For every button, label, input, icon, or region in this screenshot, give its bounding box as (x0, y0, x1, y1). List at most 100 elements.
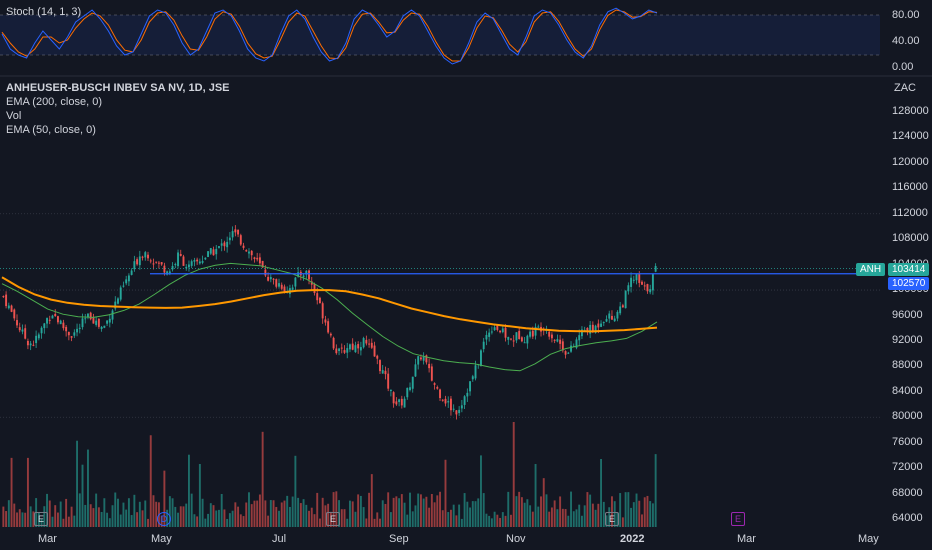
volume-bar (18, 509, 21, 527)
candle-body (471, 376, 474, 380)
candle-body (449, 398, 452, 411)
candle-body (430, 366, 433, 381)
volume-bar (365, 518, 368, 527)
dividend-event-icon[interactable]: D (157, 512, 171, 526)
volume-bar (117, 498, 119, 527)
candle-body (630, 277, 633, 287)
candle-body (349, 344, 351, 350)
candle-body (155, 261, 158, 263)
volume-bar (471, 501, 474, 527)
earnings-event-icon[interactable]: E (605, 512, 619, 526)
volume-bar (523, 502, 526, 527)
volume-bar (283, 500, 286, 527)
currency-label[interactable]: ZAC (894, 82, 916, 94)
candle-body (567, 352, 570, 354)
candle-body (313, 284, 316, 293)
volume-bar (452, 504, 455, 527)
price-tick: 84000 (892, 384, 923, 397)
volume-bar (228, 513, 231, 527)
volume-bar (261, 431, 264, 527)
volume-bar (654, 454, 657, 527)
volume-bar (379, 518, 381, 527)
volume-bar (286, 495, 289, 527)
candle-body (267, 276, 270, 281)
volume-bar (318, 518, 321, 527)
candle-body (190, 261, 193, 266)
volume-bar (608, 507, 611, 527)
volume-bar (556, 509, 559, 527)
stoch-tick-0: 0.00 (892, 61, 914, 73)
candle-body (493, 327, 496, 331)
candle-body (318, 297, 321, 304)
candle-body (234, 229, 237, 233)
candle-body (48, 319, 51, 321)
volume-bars (2, 422, 657, 527)
volume-bar (207, 513, 210, 527)
candle-body (65, 326, 68, 332)
legend-volume[interactable]: Vol (6, 110, 22, 122)
candle-body (638, 274, 641, 283)
volume-bar (294, 455, 297, 527)
candle-body (436, 387, 439, 389)
volume-bar (21, 512, 24, 527)
candle-body (5, 294, 8, 307)
candle-body (548, 331, 551, 337)
candle-body (218, 246, 220, 248)
candle-body (474, 365, 477, 379)
volume-bar (215, 510, 218, 527)
volume-bar (302, 499, 305, 527)
ema-lines (1, 262, 658, 372)
legend-ema200[interactable]: EMA (200, close, 0) (6, 96, 102, 108)
volume-bar (59, 501, 62, 527)
candle-body (409, 387, 411, 391)
volume-bar (234, 502, 237, 527)
candle-body (43, 323, 46, 329)
legend-ema50[interactable]: EMA (50, close, 0) (6, 124, 96, 136)
candle-body (520, 337, 523, 342)
volume-bar (564, 509, 567, 527)
volume-bar (13, 503, 16, 527)
candle-body (92, 316, 95, 324)
volume-bar (430, 493, 433, 527)
candle-body (21, 329, 24, 332)
volume-bar (580, 515, 583, 527)
volume-bar (264, 500, 267, 527)
candle-body (441, 399, 444, 401)
volume-bar (439, 491, 441, 527)
candle-body (381, 370, 384, 374)
candle-body (608, 313, 611, 319)
candle-body (35, 335, 38, 344)
volume-bar (460, 518, 463, 527)
candle-body (389, 389, 392, 392)
candle-body (455, 410, 458, 415)
volume-bar (384, 503, 387, 527)
earnings-event-icon[interactable]: E (34, 512, 48, 526)
future-earnings-event-icon[interactable]: E (731, 512, 745, 526)
volume-bar (2, 506, 5, 527)
volume-bar (357, 494, 360, 527)
horizontal-price-line[interactable] (0, 267, 880, 275)
earnings-event-icon[interactable]: E (326, 512, 340, 526)
volume-bar (250, 504, 253, 527)
candle-body (403, 398, 406, 408)
candle-body (114, 301, 117, 309)
candle-body (600, 323, 603, 327)
candle-body (616, 311, 619, 319)
candle-body (122, 285, 125, 287)
candle-body (329, 333, 332, 336)
candle-body (447, 401, 450, 403)
volume-bar (196, 516, 199, 527)
symbol-title[interactable]: ANHEUSER-BUSCH INBEV SA NV, 1D, JSE (6, 82, 230, 94)
volume-bar (641, 514, 643, 527)
candle-body (343, 350, 346, 353)
ema50-line (1, 262, 658, 372)
candle-body (613, 318, 616, 322)
price-tick: 64000 (892, 512, 923, 524)
candle-body (611, 315, 613, 320)
volume-bar (583, 505, 586, 527)
candle-body (264, 269, 267, 276)
candle-body (166, 271, 169, 275)
candle-body (174, 264, 177, 266)
time-tick: May (151, 533, 172, 545)
